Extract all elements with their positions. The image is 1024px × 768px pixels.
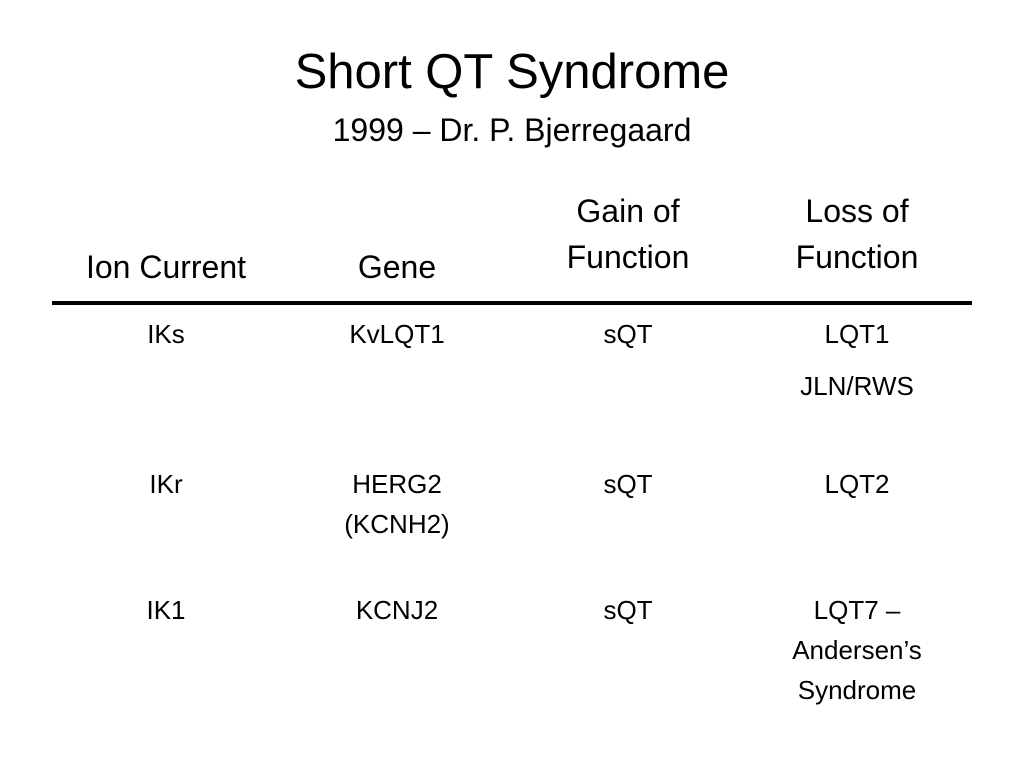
header-gene: Gene xyxy=(357,249,437,285)
cell-ion-current: IKr xyxy=(149,469,183,499)
slide-title: Short QT Syndrome xyxy=(294,45,730,99)
header-gain-of-function: Gain of Function xyxy=(566,193,690,275)
cell-gene: KCNJ2 xyxy=(355,595,439,625)
header-divider xyxy=(52,301,972,305)
cell-gain-of-function: sQT xyxy=(603,469,653,499)
cell-ion-current: IKs xyxy=(147,319,185,349)
slide-subtitle: 1999 – Dr. P. Bjerregaard xyxy=(332,112,692,148)
cell-gene: KvLQT1 xyxy=(349,319,445,349)
header-loss-of-function: Loss of Function xyxy=(795,193,919,275)
cell-ion-current: IK1 xyxy=(146,595,186,625)
cell-gene: HERG2 (KCNH2) xyxy=(344,469,450,539)
header-ion-current: Ion Current xyxy=(85,249,247,285)
cell-loss-of-function: LQT7 – Andersen’s Syndrome xyxy=(792,595,922,705)
cell-gain-of-function: sQT xyxy=(603,319,653,349)
cell-loss-of-function: LQT1 JLN/RWS xyxy=(800,319,914,401)
cell-gain-of-function: sQT xyxy=(603,595,653,625)
cell-loss-of-function: LQT2 xyxy=(824,469,890,499)
